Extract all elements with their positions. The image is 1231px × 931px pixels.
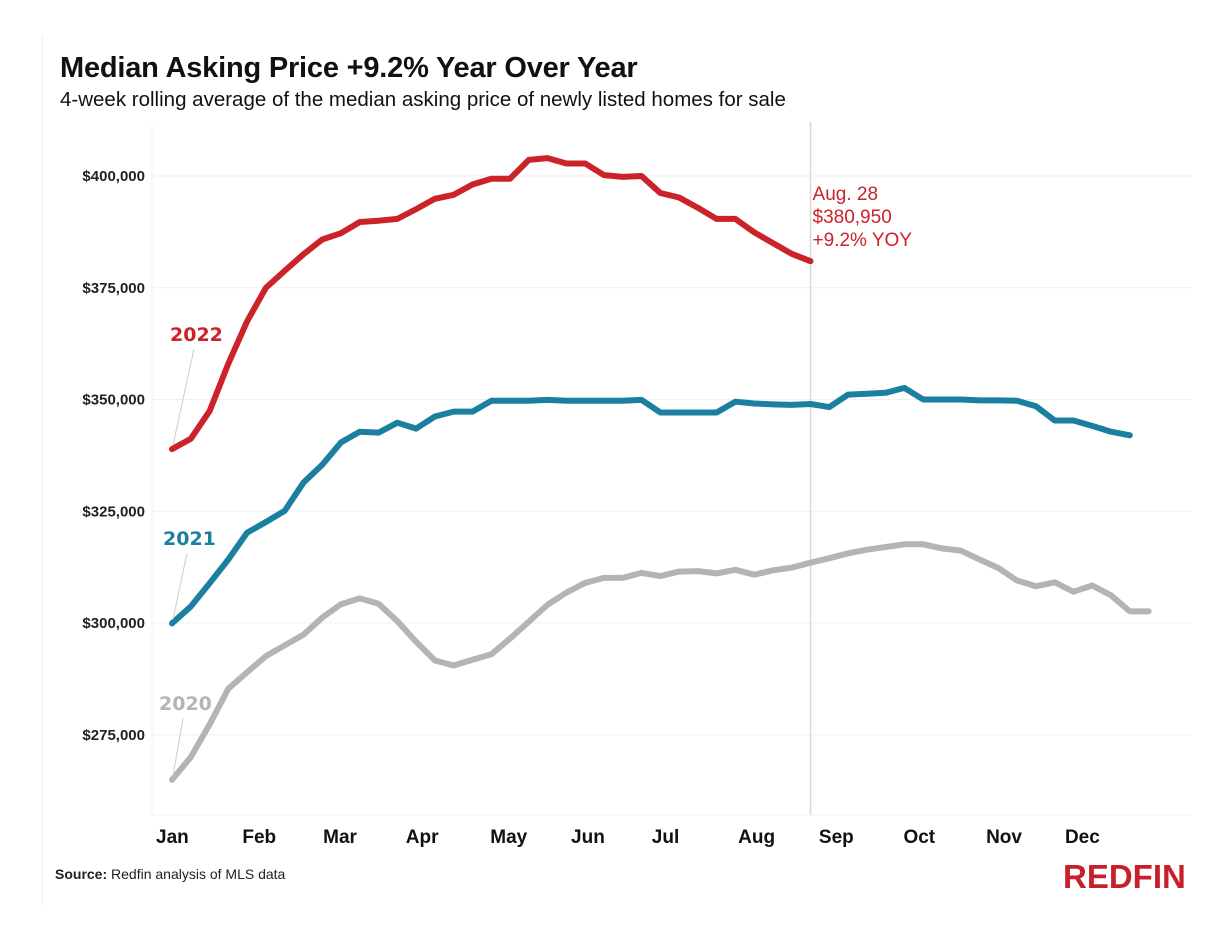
- leader-line-2020: [172, 717, 184, 776]
- y-tick-label: $375,000: [82, 280, 145, 297]
- series-line-2021: [169, 384, 1133, 627]
- x-tick-label: May: [490, 827, 527, 848]
- leader-line-2021: [172, 552, 188, 620]
- x-tick-label: Jun: [571, 827, 605, 848]
- series-line-2020: [169, 541, 1152, 783]
- series-lines: [169, 155, 1152, 783]
- annotation-line: +9.2% YOY: [813, 230, 913, 251]
- annotation: Aug. 28$380,950+9.2% YOY: [813, 184, 913, 251]
- y-axis: $275,000 $300,000 $325,000 $350,000 $375,000…: [82, 168, 145, 744]
- x-tick-label: Dec: [1065, 827, 1100, 848]
- series-label-2020: 2020: [159, 693, 212, 715]
- x-tick-label: Apr: [406, 827, 439, 848]
- series-label-2022: 2022: [170, 324, 223, 346]
- x-tick-label: Oct: [903, 827, 935, 848]
- series-label-2021: 2021: [163, 528, 216, 550]
- leader-line-2022: [172, 348, 195, 446]
- source-label: Source:: [55, 866, 108, 882]
- y-tick-label: $350,000: [82, 392, 145, 409]
- x-axis: Jan Feb Mar Apr May Jun Jul Aug Sep Oct Nov Dec: [156, 827, 1100, 848]
- x-tick-label: Aug: [738, 827, 775, 848]
- source-note: Source: Redfin analysis of MLS data: [55, 866, 285, 882]
- y-tick-label: $325,000: [82, 503, 145, 520]
- gridlines: [151, 125, 1192, 816]
- series-line-2022: [169, 155, 814, 453]
- series-labels: 2022 2021 2020: [159, 324, 223, 776]
- x-tick-label: Nov: [986, 827, 1022, 848]
- x-tick-label: Jul: [652, 827, 679, 848]
- source-text: Redfin analysis of MLS data: [107, 866, 286, 882]
- y-tick-label: $300,000: [82, 615, 145, 632]
- chart-frame: [42, 35, 1203, 905]
- x-tick-label: Feb: [242, 827, 276, 848]
- x-tick-label: Mar: [323, 827, 357, 848]
- chart-title: Median Asking Price +9.2% Year Over Year: [60, 52, 638, 84]
- chart-subtitle: 4-week rolling average of the median ask…: [60, 88, 786, 111]
- x-tick-label: Sep: [819, 827, 854, 848]
- annotation-line: $380,950: [813, 207, 892, 228]
- redfin-logo: REDFIN: [1063, 858, 1186, 895]
- y-tick-label: $275,000: [82, 727, 145, 744]
- x-tick-label: Jan: [156, 827, 189, 848]
- y-tick-label: $400,000: [82, 168, 145, 185]
- annotation-line: Aug. 28: [813, 184, 879, 205]
